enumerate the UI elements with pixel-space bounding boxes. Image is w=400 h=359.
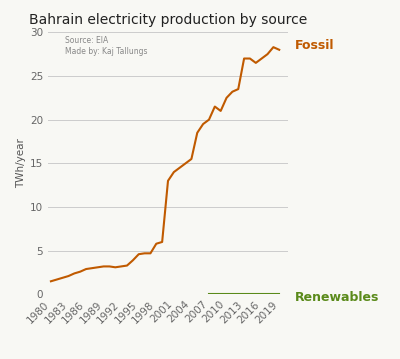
Y-axis label: TWh/year: TWh/year bbox=[16, 139, 26, 188]
Title: Bahrain electricity production by source: Bahrain electricity production by source bbox=[29, 13, 307, 27]
Text: Source: EIA
Made by: Kaj Tallungs: Source: EIA Made by: Kaj Tallungs bbox=[65, 36, 147, 56]
Text: Renewables: Renewables bbox=[295, 292, 379, 304]
Text: Fossil: Fossil bbox=[295, 39, 334, 52]
